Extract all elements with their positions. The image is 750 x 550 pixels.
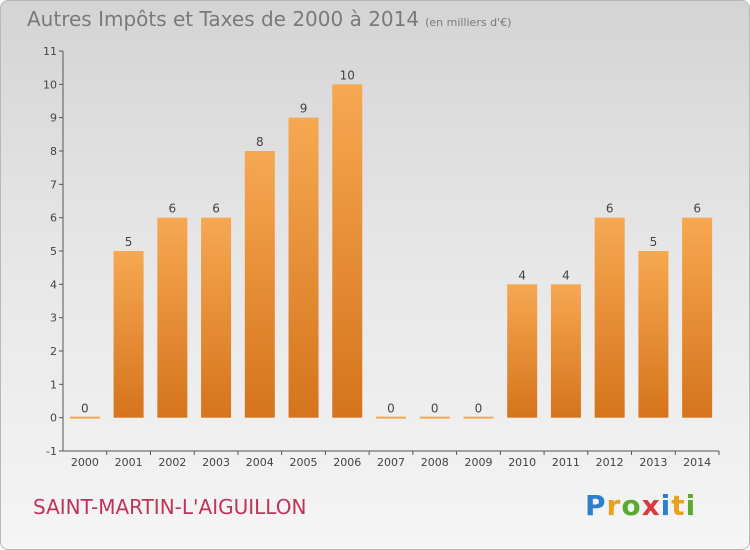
data-label: 5 xyxy=(125,235,133,249)
x-tick-label: 2011 xyxy=(552,456,580,469)
data-label: 6 xyxy=(169,202,177,216)
data-label: 4 xyxy=(562,268,570,282)
x-tick-label: 2004 xyxy=(246,456,274,469)
data-label: 0 xyxy=(431,402,439,416)
bars xyxy=(69,84,713,419)
bar xyxy=(157,217,188,418)
x-tick-label: 2000 xyxy=(71,456,99,469)
y-tick-label: -1 xyxy=(46,445,57,458)
data-label: 5 xyxy=(650,235,658,249)
x-tick-label: 2014 xyxy=(683,456,711,469)
y-tick-label: 6 xyxy=(50,212,57,225)
bar xyxy=(113,251,144,418)
data-label: 9 xyxy=(300,102,308,116)
chart-title: Autres Impôts et Taxes de 2000 à 2014 (en… xyxy=(27,7,511,31)
commune-name: SAINT-MARTIN-L'AIGUILLON xyxy=(33,495,307,519)
data-label: 6 xyxy=(693,202,701,216)
data-label: 0 xyxy=(475,402,483,416)
data-label: 6 xyxy=(212,202,220,216)
y-tick-label: 1 xyxy=(50,378,57,391)
data-label: 0 xyxy=(81,402,89,416)
y-tick-label: 7 xyxy=(50,178,57,191)
chart-unit: (en milliers d'€) xyxy=(425,16,512,29)
x-tick-label: 2003 xyxy=(202,456,230,469)
data-label: 4 xyxy=(518,268,526,282)
x-tick-label: 2009 xyxy=(464,456,492,469)
chart-title-text: Autres Impôts et Taxes de 2000 à 2014 xyxy=(27,7,420,31)
bar xyxy=(638,251,669,418)
data-label: 10 xyxy=(340,68,355,82)
x-tick-label: 2005 xyxy=(290,456,318,469)
y-tick-label: 4 xyxy=(50,278,57,291)
y-tick-label: 2 xyxy=(50,345,57,358)
x-axis: 2000 2001 2002 2003 2004 2005 2006 2007 2008 2009… xyxy=(63,450,720,469)
bar xyxy=(288,117,319,418)
bar xyxy=(507,284,538,418)
x-tick-label: 2007 xyxy=(377,456,405,469)
y-tick-label: 11 xyxy=(43,45,57,58)
y-axis: -1 0 1 2 3 4 5 6 7 8 9 10 11 xyxy=(43,45,64,458)
x-tick-label: 2012 xyxy=(596,456,624,469)
data-label: 8 xyxy=(256,135,264,149)
data-label: 0 xyxy=(387,402,395,416)
bar xyxy=(594,217,625,418)
y-tick-label: 10 xyxy=(43,78,57,91)
y-tick-label: 5 xyxy=(50,245,57,258)
data-label: 6 xyxy=(606,202,614,216)
x-tick-label: 2001 xyxy=(115,456,143,469)
bar xyxy=(244,151,275,418)
y-tick-label: 8 xyxy=(50,145,57,158)
proxiti-logo[interactable]: Proxiti xyxy=(585,489,697,522)
bar xyxy=(550,284,581,418)
data-labels: 0 5 6 6 8 9 10 0 0 0 4 4 6 5 6 xyxy=(81,68,701,415)
x-tick-label: 2008 xyxy=(421,456,449,469)
x-tick-label: 2006 xyxy=(333,456,361,469)
x-tick-label: 2010 xyxy=(508,456,536,469)
y-tick-label: 9 xyxy=(50,112,57,125)
bar xyxy=(682,217,713,418)
y-tick-label: 3 xyxy=(50,312,57,325)
y-tick-label: 0 xyxy=(50,412,57,425)
bar xyxy=(201,217,232,418)
x-tick-label: 2002 xyxy=(158,456,186,469)
bar xyxy=(332,84,363,418)
x-tick-label: 2013 xyxy=(639,456,667,469)
